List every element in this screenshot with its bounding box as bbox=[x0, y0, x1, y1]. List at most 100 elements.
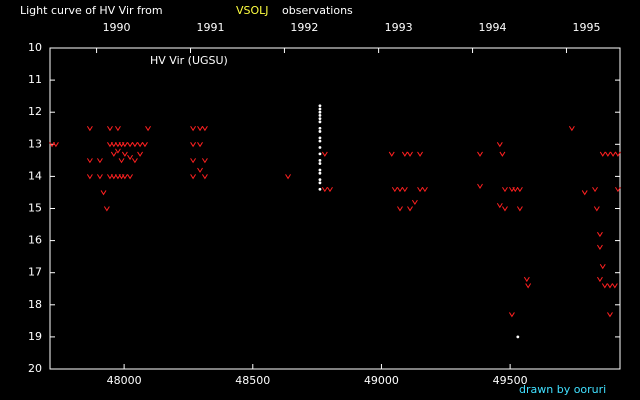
point bbox=[502, 186, 508, 193]
point bbox=[512, 186, 519, 193]
point bbox=[190, 174, 197, 180]
point bbox=[115, 148, 121, 154]
point bbox=[401, 186, 408, 193]
point bbox=[417, 186, 423, 193]
point bbox=[321, 151, 328, 157]
point bbox=[121, 151, 128, 157]
point bbox=[121, 142, 128, 148]
x2-tick-label: 1994 bbox=[479, 21, 507, 34]
point bbox=[318, 146, 322, 149]
point bbox=[592, 186, 598, 193]
y-tick-label: 11 bbox=[28, 73, 42, 86]
point bbox=[190, 158, 197, 164]
point bbox=[318, 178, 322, 182]
point bbox=[597, 244, 603, 250]
y-tick-label: 20 bbox=[28, 362, 42, 375]
point bbox=[417, 151, 423, 157]
x-tick-label: 48500 bbox=[235, 374, 270, 387]
point bbox=[593, 206, 600, 212]
point bbox=[197, 142, 203, 148]
point bbox=[610, 151, 616, 157]
point bbox=[477, 183, 483, 189]
point bbox=[145, 125, 151, 132]
point bbox=[127, 174, 133, 180]
point bbox=[516, 206, 523, 212]
point bbox=[327, 186, 333, 193]
point bbox=[52, 142, 59, 148]
point bbox=[525, 283, 532, 289]
point bbox=[110, 142, 117, 148]
point bbox=[86, 158, 93, 164]
point bbox=[597, 231, 603, 238]
point bbox=[599, 264, 606, 270]
x2-tick-label: 1993 bbox=[385, 21, 413, 34]
point bbox=[318, 158, 322, 162]
x-tick-label: 49500 bbox=[493, 374, 528, 387]
chart-title-source: VSOLJ bbox=[236, 4, 269, 17]
point bbox=[597, 276, 603, 283]
point bbox=[496, 142, 503, 148]
point bbox=[96, 158, 103, 164]
point bbox=[477, 151, 483, 157]
point bbox=[318, 130, 322, 133]
point bbox=[201, 174, 208, 180]
point bbox=[388, 151, 395, 157]
point bbox=[201, 158, 208, 164]
point bbox=[318, 162, 322, 165]
y-tick-label: 14 bbox=[28, 169, 42, 182]
point bbox=[523, 276, 530, 283]
point bbox=[110, 151, 117, 157]
x2-tick-label: 1995 bbox=[572, 21, 600, 34]
point bbox=[502, 206, 508, 212]
point bbox=[318, 181, 322, 185]
point bbox=[107, 125, 113, 132]
point bbox=[611, 283, 618, 289]
point bbox=[604, 151, 611, 157]
point bbox=[131, 142, 138, 148]
point bbox=[318, 168, 322, 172]
point bbox=[190, 142, 197, 148]
annotation: HV Vir (UGSU) bbox=[150, 54, 228, 67]
point bbox=[318, 104, 322, 108]
point bbox=[318, 114, 322, 117]
chart-title-suffix: observations bbox=[282, 4, 353, 17]
y-tick-label: 12 bbox=[28, 105, 42, 118]
point bbox=[131, 158, 138, 164]
y-tick-label: 18 bbox=[28, 298, 42, 311]
y-tick-label: 15 bbox=[28, 202, 42, 215]
y-tick-label: 16 bbox=[28, 234, 42, 247]
y-tick-label: 10 bbox=[28, 41, 42, 54]
point bbox=[607, 312, 613, 318]
point bbox=[110, 174, 117, 180]
x2-tick-label: 1990 bbox=[103, 21, 131, 34]
point bbox=[190, 125, 197, 132]
credit: drawn by ooruri bbox=[519, 383, 606, 396]
point bbox=[86, 125, 93, 132]
point bbox=[197, 167, 203, 173]
point bbox=[607, 283, 613, 289]
point bbox=[318, 110, 322, 114]
point bbox=[411, 199, 418, 206]
point bbox=[516, 186, 523, 193]
point bbox=[599, 151, 606, 157]
point bbox=[601, 283, 608, 289]
point bbox=[568, 125, 575, 132]
point bbox=[496, 203, 503, 209]
point bbox=[127, 154, 133, 161]
point bbox=[615, 186, 621, 193]
y-tick-label: 19 bbox=[28, 330, 42, 343]
point bbox=[318, 107, 322, 111]
point bbox=[581, 190, 588, 196]
point bbox=[318, 136, 322, 140]
point bbox=[397, 206, 403, 212]
x2-tick-label: 1991 bbox=[197, 21, 225, 34]
point bbox=[422, 186, 428, 193]
point bbox=[103, 206, 110, 212]
point bbox=[86, 174, 93, 180]
point bbox=[137, 142, 143, 148]
point bbox=[285, 174, 291, 180]
point bbox=[197, 125, 203, 132]
x-tick-label: 49000 bbox=[364, 374, 399, 387]
point bbox=[508, 312, 515, 318]
